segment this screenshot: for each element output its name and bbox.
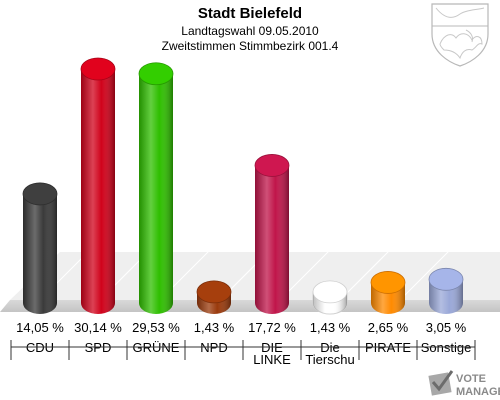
bar-cdu — [22, 182, 58, 314]
grid-line — [399, 209, 491, 301]
bar-die-linke — [254, 154, 290, 314]
chart-subtitle-district: Zweitstimmen Stimmbezirk 001.4 — [162, 39, 339, 53]
bar-npd — [196, 280, 232, 314]
chart-title: Stadt Bielefeld — [198, 5, 302, 22]
coat-of-arms-icon — [431, 3, 489, 67]
value-label-npd: 1,43 % — [194, 320, 235, 335]
grid-line — [159, 209, 251, 301]
ballot-check-icon — [428, 370, 454, 396]
grid-line — [339, 209, 431, 301]
value-label-gr-ne: 29,53 % — [132, 320, 180, 335]
value-label-pirate: 2,65 % — [368, 320, 409, 335]
value-label-cdu: 14,05 % — [16, 320, 64, 335]
plot-background — [0, 209, 500, 312]
vote-manager-logo: VOTE MANAGER — [428, 370, 500, 398]
bar-series — [22, 57, 464, 315]
bar-gr-ne — [138, 62, 174, 314]
value-labels: 14,05 % 30,14 % 29,53 % 1,43 % 17,72 % 1,43 %… — [16, 320, 467, 335]
category-label-die-tierschu: Die Tierschu — [305, 340, 354, 367]
value-label-die-linke: 17,72 % — [248, 320, 296, 335]
value-label-spd: 30,14 % — [74, 320, 122, 335]
value-label-sonstige: 3,05 % — [426, 320, 467, 335]
bar-spd — [80, 57, 116, 314]
bar-pirate — [370, 271, 406, 314]
watermark-line1: VOTE — [456, 373, 486, 385]
value-label-die-tierschu: 1,43 % — [310, 320, 351, 335]
chart-subtitle-date: Landtagswahl 09.05.2010 — [181, 24, 319, 38]
bar-die-tierschu — [312, 280, 348, 315]
bar-sonstige — [428, 267, 464, 314]
grid-line — [279, 209, 371, 301]
watermark-line2: MANAGER — [456, 386, 500, 398]
category-label-die-linke: DIE LINKE — [253, 340, 291, 367]
category-separators — [10, 340, 476, 360]
